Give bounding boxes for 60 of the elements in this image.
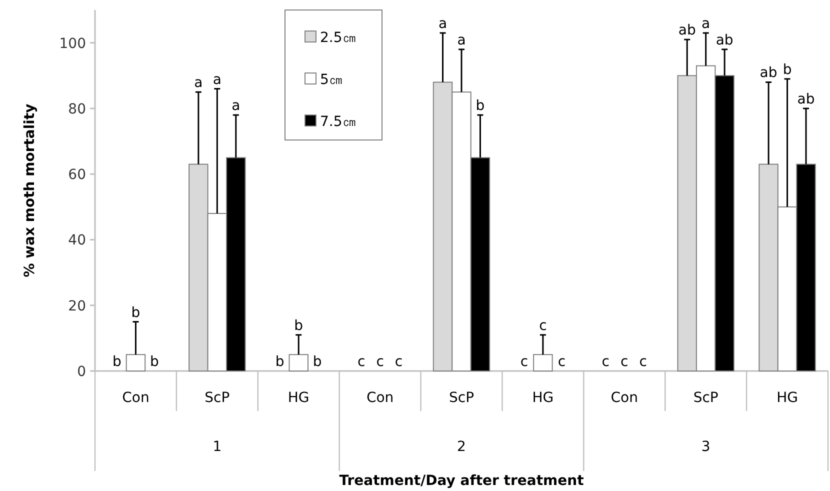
x-tick-label: Con — [122, 390, 150, 406]
x-axis-title: Treatment/Day after treatment — [339, 473, 584, 489]
x-tick-label: HG — [776, 390, 798, 406]
bar — [226, 157, 246, 372]
y-tick-label: 20 — [68, 298, 86, 314]
annotation: b — [112, 354, 122, 370]
x-tick-label: Con — [366, 390, 394, 406]
annotation: ab — [760, 65, 778, 82]
bar — [758, 164, 778, 372]
annotation: b — [312, 354, 322, 370]
annotation: ab — [678, 22, 696, 39]
annotation: a — [438, 16, 448, 32]
annotation: b — [131, 304, 140, 321]
x-tick-label: Con — [610, 390, 638, 406]
annotation: c — [558, 354, 566, 370]
annotation: b — [150, 354, 160, 370]
annotation: a — [457, 32, 466, 48]
x-tick-label: HG — [288, 390, 310, 406]
x-tick-label: ScP — [204, 390, 230, 406]
annotation: c — [376, 354, 384, 370]
bar — [288, 354, 308, 372]
bar — [470, 157, 490, 372]
text: 1 — [212, 439, 222, 455]
legend-label: 5㎝ — [320, 72, 343, 88]
y-tick-label: 60 — [68, 167, 86, 184]
annotation: c — [602, 354, 610, 370]
bar — [533, 354, 553, 372]
annotation: c — [394, 354, 403, 370]
y-tick-label: 40 — [68, 232, 86, 249]
annotation: ab — [716, 32, 734, 48]
annotation: a — [212, 72, 222, 88]
annotation: c — [620, 354, 628, 370]
annotation: ab — [797, 91, 815, 108]
annotation: b — [275, 354, 284, 370]
x-tick-label: ScP — [693, 390, 718, 406]
annotation: c — [539, 318, 547, 334]
annotation: a — [702, 16, 710, 32]
annotation: c — [520, 354, 528, 370]
bar — [796, 164, 816, 372]
x-tick-label: HG — [532, 390, 554, 406]
legend-label: 7.5㎝ — [320, 114, 356, 130]
bar — [207, 212, 228, 372]
annotation: b — [782, 62, 792, 78]
y-tick-label: 100 — [59, 36, 86, 52]
y-tick-label: 80 — [68, 101, 86, 118]
legend-label: 2.5㎝ — [320, 30, 356, 46]
text: 3 — [701, 439, 710, 455]
x-tick-label: ScP — [448, 390, 474, 406]
bar — [126, 354, 146, 372]
annotation: b — [476, 98, 485, 114]
y-tick-label: 0 — [77, 364, 86, 380]
bar — [777, 206, 798, 372]
annotation: b — [294, 318, 304, 334]
annotation: c — [357, 354, 366, 370]
y-axis-title: % wax moth mortality — [22, 104, 38, 278]
bar — [188, 164, 208, 372]
annotation: a — [194, 75, 203, 92]
annotation: c — [639, 354, 647, 370]
text: 2 — [457, 439, 466, 455]
annotation: a — [232, 98, 240, 114]
